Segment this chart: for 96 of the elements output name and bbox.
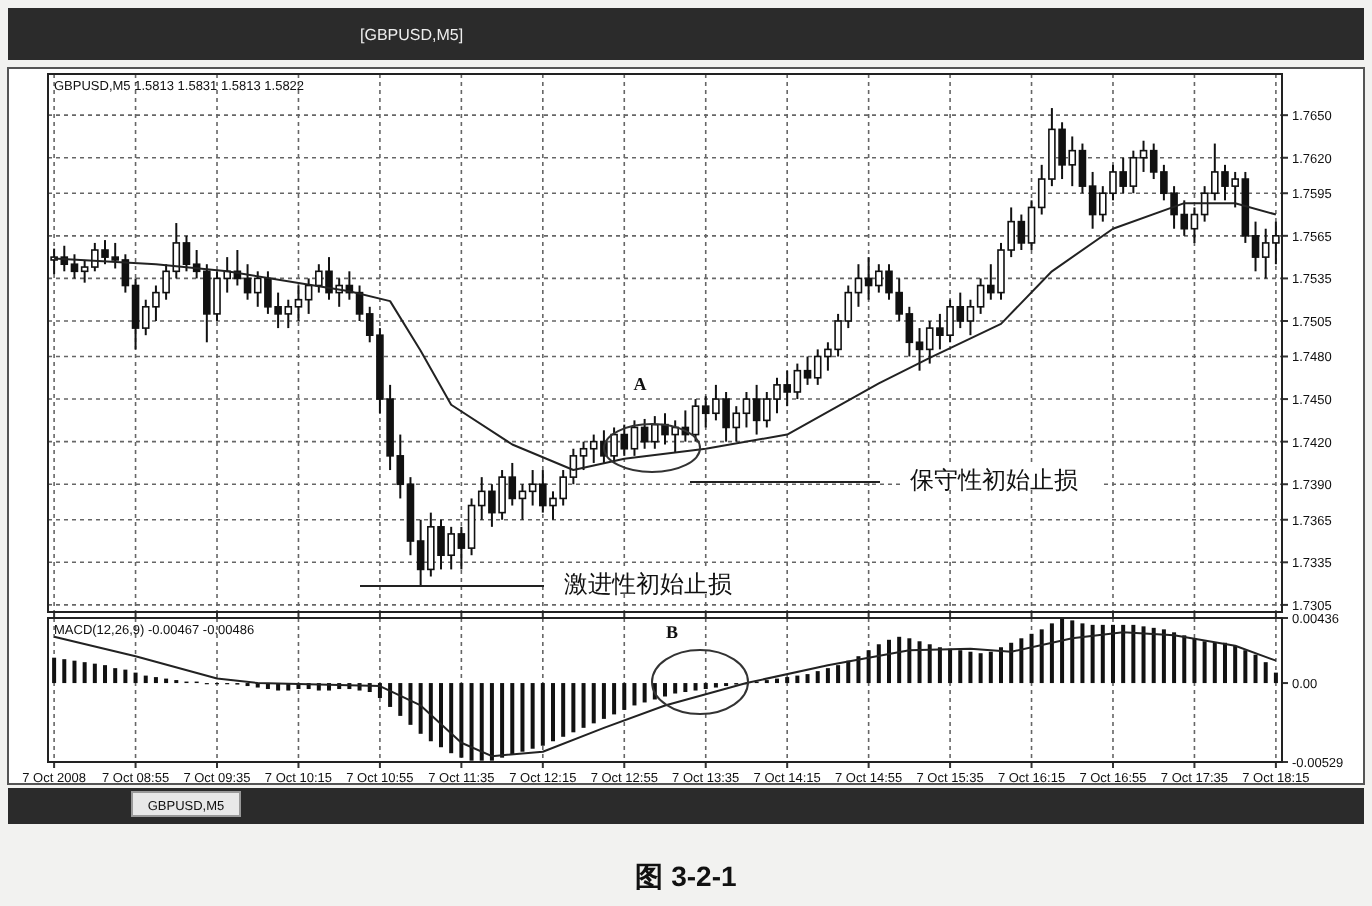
bar: [459, 683, 464, 758]
bar: [1121, 624, 1126, 684]
bar: [642, 683, 647, 703]
annotation: B: [665, 622, 679, 642]
bar: [917, 641, 922, 684]
bar: [123, 669, 128, 684]
bar: [1233, 645, 1238, 684]
bar: [143, 675, 148, 684]
bar: [1141, 626, 1146, 684]
bar: [907, 638, 912, 684]
bar: [479, 683, 484, 761]
bar: [703, 683, 708, 690]
bar: [500, 683, 505, 758]
bar: [551, 683, 555, 742]
bar: [62, 659, 67, 684]
bar: [795, 675, 800, 684]
bar: [612, 683, 617, 715]
bar: [1253, 654, 1258, 684]
bar: [133, 672, 138, 684]
bar: [876, 644, 881, 684]
bar: [72, 660, 77, 684]
bar: [581, 683, 586, 728]
bar: [571, 683, 576, 733]
bar: [805, 674, 810, 684]
bar: [408, 683, 413, 725]
bar: [968, 651, 973, 684]
bar: [693, 683, 698, 691]
bar: [958, 650, 963, 684]
annotation: A: [633, 374, 648, 394]
bar: [1080, 623, 1085, 684]
bar: [489, 683, 494, 761]
bar: [897, 636, 902, 684]
bar: [520, 683, 525, 752]
bar: [927, 644, 932, 684]
bar: [683, 683, 688, 693]
bar: [1019, 638, 1024, 684]
bar: [1090, 624, 1095, 684]
bar: [449, 683, 454, 754]
bar: [439, 683, 444, 748]
bar: [836, 665, 841, 684]
bar: [92, 663, 97, 684]
bar: [1202, 641, 1207, 684]
bar: [1029, 633, 1034, 684]
bar: [632, 683, 637, 706]
bar: [785, 677, 790, 684]
bar: [825, 668, 830, 684]
annotation: 保守性初始止损: [910, 466, 1078, 494]
bar: [103, 665, 108, 684]
bar: [82, 662, 87, 684]
chart-title: [GBPUSD,M5]: [360, 26, 464, 44]
bar: [663, 683, 667, 697]
bar: [530, 683, 535, 749]
bar: [601, 683, 606, 719]
bar: [1161, 629, 1166, 684]
bar: [978, 653, 983, 684]
bar: [469, 683, 474, 761]
bar: [1151, 627, 1156, 684]
bar: [1060, 618, 1065, 684]
bar: [937, 647, 942, 684]
bar: [1172, 632, 1177, 684]
bar: [1070, 620, 1075, 684]
bar: [510, 683, 515, 755]
bar: [988, 651, 993, 684]
bar: [1100, 624, 1105, 684]
bar: [998, 647, 1003, 684]
bar: [846, 660, 851, 684]
bar: [622, 683, 627, 710]
bar: [1263, 662, 1268, 684]
bar: [561, 683, 566, 737]
bar: [113, 668, 118, 684]
bar: [866, 650, 871, 684]
bar: [856, 656, 861, 684]
bar: [540, 683, 545, 746]
bar: [1212, 642, 1217, 684]
bar: [1131, 624, 1136, 684]
bar: [1182, 635, 1187, 684]
bar: [428, 683, 433, 742]
bar: [1273, 672, 1278, 684]
bar: [591, 683, 596, 724]
bar: [418, 683, 423, 734]
bar: [673, 683, 678, 694]
bar: [52, 657, 57, 684]
bar: [948, 648, 953, 684]
bar: [1243, 650, 1248, 684]
bar: [1049, 623, 1054, 684]
bar: [153, 677, 158, 684]
bar: [1222, 642, 1227, 684]
bar: [1039, 629, 1044, 684]
bar: [1009, 642, 1014, 684]
caption: 图 3-2-1: [635, 860, 737, 892]
bar: [1192, 638, 1197, 684]
bar: [886, 639, 891, 684]
annotation: 激进性初始止损: [564, 570, 732, 598]
bar: [815, 671, 820, 684]
bar: [1110, 624, 1115, 684]
bar: [398, 683, 403, 716]
